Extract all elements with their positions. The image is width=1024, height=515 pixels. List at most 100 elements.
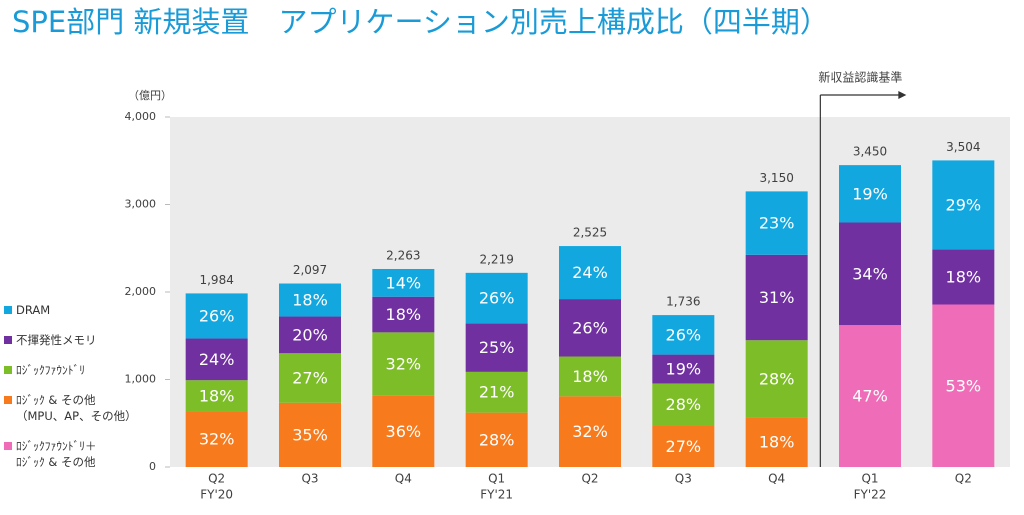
bar-segment xyxy=(559,356,621,397)
bar-segment xyxy=(559,299,621,357)
data-label: 18% xyxy=(946,267,982,286)
bar-segment xyxy=(932,304,995,467)
data-label: 35% xyxy=(292,425,328,444)
bar-segment xyxy=(185,380,248,412)
y-unit: （億円） xyxy=(128,89,172,102)
y-tick-label: 1,000 xyxy=(125,373,157,386)
x-tick-label: Q2 xyxy=(208,472,225,486)
legend: DRAM 不揮発性メモリ ﾛｼﾞｯｸﾌｧｳﾝﾄﾞﾘ ﾛｼﾞｯｸ & その他 （MPU、… xyxy=(4,302,137,470)
x-tick-label: Q3 xyxy=(301,472,318,486)
data-label: 29% xyxy=(946,195,982,214)
data-label: 28% xyxy=(479,430,515,449)
bar-segment xyxy=(465,412,528,467)
data-label: 24% xyxy=(572,263,608,282)
data-label: 28% xyxy=(666,395,702,414)
legend-label: ﾛｼﾞｯｸﾌｧｳﾝﾄﾞﾘ＋ ﾛｼﾞｯｸ & その他 xyxy=(16,439,97,469)
data-label: 32% xyxy=(386,355,422,374)
data-label: 27% xyxy=(292,369,328,388)
bar-segment xyxy=(652,383,715,426)
total-label: 2,263 xyxy=(386,248,420,262)
legend-item: DRAM xyxy=(4,302,137,318)
data-label: 34% xyxy=(852,264,888,283)
x-tick-label: Q4 xyxy=(395,472,412,486)
total-label: 3,150 xyxy=(759,171,793,185)
bar-segment xyxy=(932,249,995,305)
total-label: 1,984 xyxy=(199,273,233,287)
bar-segment xyxy=(465,323,528,372)
bar-segment xyxy=(559,246,621,300)
data-label: 25% xyxy=(479,338,515,357)
legend-swatch xyxy=(4,306,12,314)
data-label: 19% xyxy=(666,360,702,379)
data-label: 18% xyxy=(292,291,328,310)
x-year-label: FY'20 xyxy=(200,488,233,502)
x-tick-label: Q3 xyxy=(675,472,692,486)
data-label: 26% xyxy=(199,306,235,325)
data-label: 32% xyxy=(572,422,608,441)
x-tick-label: Q1 xyxy=(488,472,505,486)
data-label: 14% xyxy=(386,273,422,292)
bar-segment xyxy=(745,340,808,418)
data-label: 23% xyxy=(759,214,795,233)
legend-label: ﾛｼﾞｯｸﾌｧｳﾝﾄﾞﾘ xyxy=(16,363,85,377)
bar-segment xyxy=(932,160,995,250)
total-label: 3,504 xyxy=(946,140,980,154)
legend-item: ﾛｼﾞｯｸﾌｧｳﾝﾄﾞﾘ＋ ﾛｼﾞｯｸ & その他 xyxy=(4,438,137,470)
bar-segment xyxy=(372,296,435,333)
bar-segment xyxy=(839,222,901,326)
bar-segment xyxy=(652,425,715,467)
data-label: 32% xyxy=(199,430,235,449)
x-tick-label: Q2 xyxy=(955,472,972,486)
bar-segment xyxy=(745,417,808,467)
bar-segment xyxy=(185,411,248,467)
x-tick-label: Q1 xyxy=(861,472,878,486)
data-label: 18% xyxy=(386,305,422,324)
y-tick-label: 3,000 xyxy=(125,198,157,211)
legend-swatch xyxy=(4,336,12,344)
legend-swatch xyxy=(4,442,12,450)
bar-segment xyxy=(372,268,435,297)
bar-segment xyxy=(559,396,621,467)
bar-segment xyxy=(839,325,901,467)
data-label: 26% xyxy=(479,289,515,308)
arrow-head xyxy=(898,91,907,99)
data-label: 18% xyxy=(572,367,608,386)
bar-segment xyxy=(185,338,248,381)
y-tick-label: 0 xyxy=(149,460,156,473)
legend-swatch xyxy=(4,396,12,404)
bar-segment xyxy=(745,254,808,341)
data-label: 18% xyxy=(759,433,795,452)
legend-label: ﾛｼﾞｯｸ & その他 （MPU、AP、その他） xyxy=(16,393,137,423)
bar-segment xyxy=(652,315,715,355)
bar-segment xyxy=(279,402,341,467)
data-label: 28% xyxy=(759,369,795,388)
data-label: 26% xyxy=(572,318,608,337)
legend-label: 不揮発性メモリ xyxy=(16,333,97,347)
bar-segment xyxy=(652,354,715,384)
total-label: 2,219 xyxy=(479,252,513,266)
data-label: 21% xyxy=(479,383,515,402)
total-label: 1,736 xyxy=(666,295,700,309)
bar-segment xyxy=(279,283,341,317)
data-label: 36% xyxy=(386,422,422,441)
legend-swatch xyxy=(4,366,12,374)
bar-segment xyxy=(372,395,435,467)
data-label: 19% xyxy=(852,184,888,203)
legend-label: DRAM xyxy=(16,303,51,317)
data-label: 53% xyxy=(946,376,982,395)
bar-segment xyxy=(465,371,528,413)
data-label: 20% xyxy=(292,325,328,344)
data-label: 27% xyxy=(666,437,702,456)
bar-segment xyxy=(372,332,435,396)
data-label: 18% xyxy=(199,386,235,405)
x-year-label: FY'22 xyxy=(854,488,887,502)
y-tick-label: 2,000 xyxy=(125,285,157,298)
total-label: 2,525 xyxy=(573,226,607,240)
legend-item: ﾛｼﾞｯｸ & その他 （MPU、AP、その他） xyxy=(4,392,137,424)
bar-segment xyxy=(839,165,901,223)
x-tick-label: Q2 xyxy=(581,472,598,486)
y-tick-label: 4,000 xyxy=(125,110,157,123)
chart-title: SPE部門 新規装置 アプリケーション別売上構成比（四半期） xyxy=(12,5,829,39)
legend-item: 不揮発性メモリ xyxy=(4,332,137,348)
